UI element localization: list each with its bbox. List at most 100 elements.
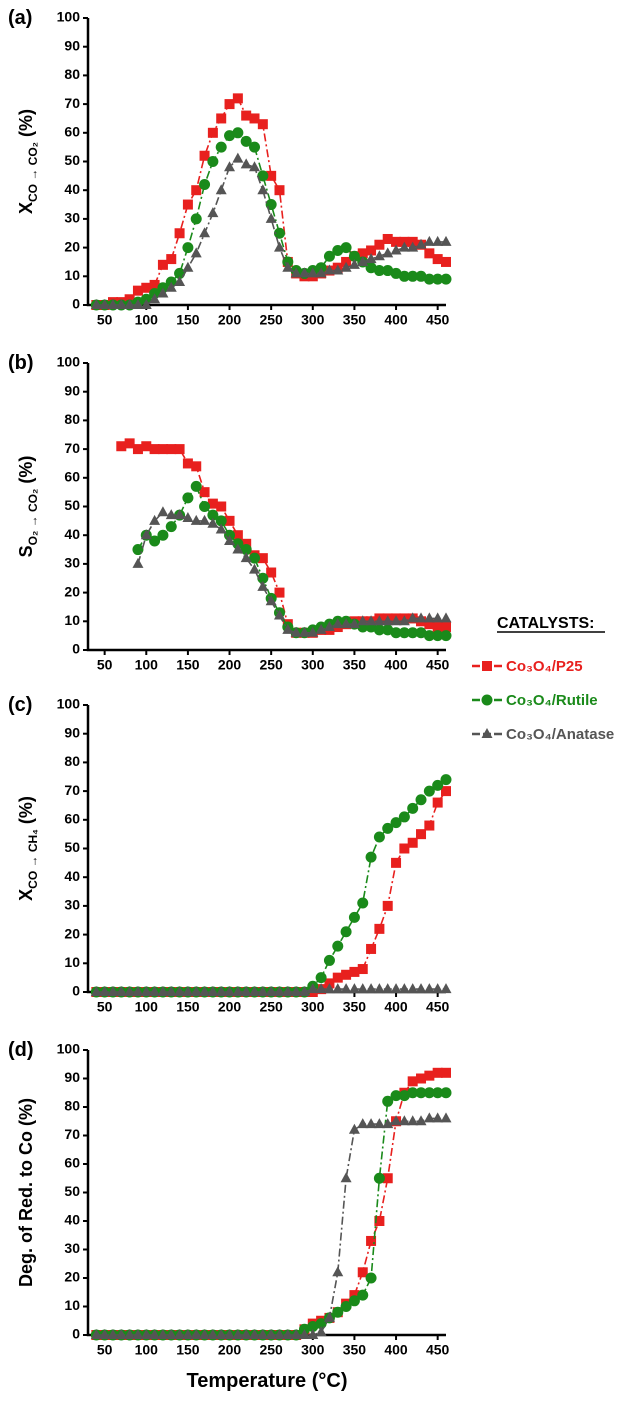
marker bbox=[265, 595, 277, 606]
y-tick-label: 20 bbox=[64, 238, 80, 254]
x-tick-label: 350 bbox=[343, 312, 367, 328]
marker bbox=[165, 521, 177, 533]
y-label-subscript: CO → CH₄ bbox=[26, 829, 40, 889]
marker bbox=[424, 820, 435, 831]
x-tick-label: 100 bbox=[135, 999, 159, 1015]
y-axis-label: XCO → CH₄ (%) bbox=[16, 796, 40, 901]
marker bbox=[132, 444, 143, 455]
y-tick-label: 30 bbox=[64, 210, 80, 226]
marker bbox=[115, 299, 127, 309]
marker bbox=[390, 244, 402, 255]
marker bbox=[432, 630, 444, 642]
marker bbox=[266, 567, 277, 578]
marker bbox=[423, 235, 435, 246]
marker bbox=[432, 1112, 444, 1123]
x-tick-label: 400 bbox=[384, 657, 408, 673]
marker bbox=[348, 250, 360, 262]
marker bbox=[107, 986, 119, 996]
marker bbox=[232, 543, 244, 554]
marker bbox=[332, 972, 343, 983]
marker bbox=[90, 299, 102, 309]
y-tick-label: 50 bbox=[64, 839, 80, 855]
marker bbox=[373, 1118, 385, 1129]
marker bbox=[398, 983, 410, 994]
marker bbox=[215, 515, 227, 527]
y-tick-label: 0 bbox=[72, 296, 80, 312]
marker bbox=[390, 1090, 402, 1102]
marker bbox=[182, 511, 194, 522]
marker bbox=[432, 622, 443, 633]
marker bbox=[282, 623, 294, 634]
y-tick-label: 20 bbox=[64, 583, 80, 599]
marker bbox=[407, 1087, 419, 1099]
marker bbox=[257, 572, 269, 584]
marker bbox=[224, 1329, 236, 1339]
marker bbox=[390, 817, 402, 829]
marker bbox=[348, 1295, 360, 1307]
series-line bbox=[96, 778, 447, 993]
marker bbox=[365, 1118, 377, 1129]
marker bbox=[190, 480, 202, 492]
marker bbox=[132, 986, 144, 996]
marker bbox=[357, 1118, 369, 1129]
marker bbox=[365, 983, 377, 994]
marker bbox=[373, 624, 385, 636]
x-tick-label: 450 bbox=[426, 999, 450, 1015]
y-label-suffix: (%) bbox=[16, 796, 36, 829]
x-tick-label: 300 bbox=[301, 1342, 325, 1358]
x-tick-label: 300 bbox=[301, 312, 325, 328]
marker bbox=[266, 170, 277, 181]
marker bbox=[382, 1095, 394, 1107]
panel-label: (c) bbox=[8, 694, 32, 716]
marker bbox=[149, 514, 161, 525]
marker bbox=[115, 1329, 127, 1339]
marker bbox=[149, 535, 161, 547]
marker bbox=[182, 199, 193, 210]
marker bbox=[423, 983, 435, 994]
marker bbox=[149, 293, 161, 304]
marker bbox=[132, 285, 143, 296]
marker bbox=[199, 501, 211, 512]
marker bbox=[373, 615, 385, 626]
marker bbox=[307, 1320, 319, 1332]
marker bbox=[249, 986, 261, 996]
marker bbox=[315, 972, 327, 984]
y-tick-label: 0 bbox=[72, 641, 80, 657]
marker bbox=[241, 538, 252, 549]
marker bbox=[407, 1115, 419, 1126]
marker bbox=[365, 262, 377, 274]
marker bbox=[332, 618, 344, 629]
y-label-text: Deg. of Red. to Co (%) bbox=[16, 1098, 36, 1287]
x-tick-label: 200 bbox=[218, 312, 242, 328]
marker bbox=[157, 259, 168, 270]
marker bbox=[224, 986, 236, 996]
axes bbox=[86, 18, 446, 307]
x-tick-label: 150 bbox=[176, 1342, 200, 1358]
x-tick-label: 250 bbox=[259, 312, 283, 328]
y-tick-label: 20 bbox=[64, 925, 80, 941]
marker bbox=[441, 256, 451, 267]
y-axis-label: XCO → CO₂ (%) bbox=[16, 109, 40, 214]
marker bbox=[307, 267, 319, 278]
marker bbox=[273, 986, 285, 996]
marker bbox=[191, 185, 202, 196]
marker bbox=[282, 986, 294, 996]
marker bbox=[407, 627, 419, 639]
marker bbox=[215, 184, 227, 195]
x-tick-label: 450 bbox=[426, 657, 450, 673]
marker bbox=[348, 1123, 360, 1134]
marker bbox=[432, 612, 444, 623]
marker bbox=[374, 923, 385, 934]
marker bbox=[157, 287, 169, 298]
legend-label: Co₃O₄/Anatase bbox=[506, 726, 614, 743]
series-line bbox=[96, 1117, 446, 1336]
y-tick-label: 100 bbox=[57, 1041, 81, 1057]
y-label-suffix: (%) bbox=[16, 456, 36, 489]
marker bbox=[365, 615, 377, 626]
marker bbox=[141, 441, 152, 452]
marker bbox=[273, 241, 285, 252]
marker bbox=[124, 438, 135, 449]
marker bbox=[257, 184, 269, 195]
marker bbox=[157, 986, 169, 996]
x-tick-label: 250 bbox=[259, 1342, 283, 1358]
